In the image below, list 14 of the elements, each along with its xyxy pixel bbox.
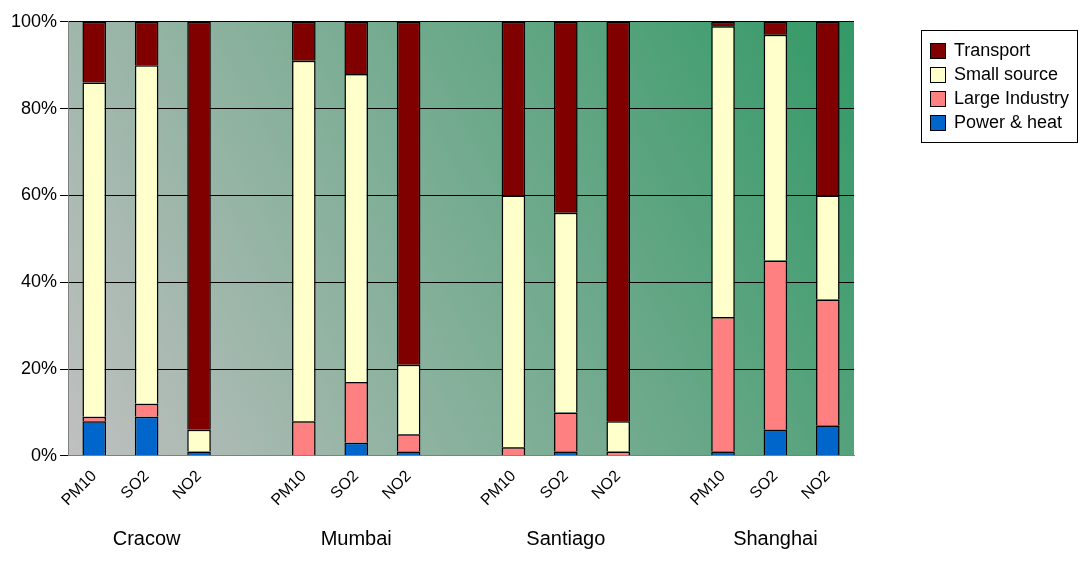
y-tick-label: 80% (21, 97, 58, 118)
text: Shanghai (733, 526, 818, 549)
y-tick-label: 0% (31, 444, 58, 465)
y-tick-label: 100% (10, 10, 58, 31)
text: Cracow (112, 526, 182, 549)
text: Mumbai (320, 526, 392, 549)
y-tick-label: 40% (21, 271, 58, 292)
text: Santiago (526, 526, 606, 549)
legend-label: Power & heat (953, 112, 1062, 133)
legend-label: Large Industry (953, 88, 1069, 109)
legend-label: Transport (953, 40, 1031, 61)
y-tick-label: 60% (21, 184, 58, 205)
y-tick-label: 20% (21, 358, 58, 379)
text: Small source (953, 64, 1058, 85)
